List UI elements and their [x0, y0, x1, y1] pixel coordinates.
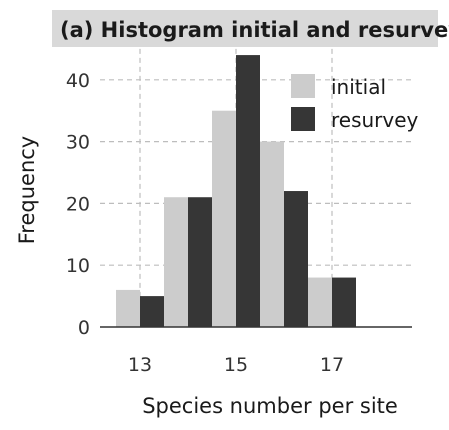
bar-resurvey — [140, 296, 164, 327]
title-band — [52, 10, 438, 47]
legend-swatch-initial — [291, 74, 315, 98]
bar-initial — [212, 110, 236, 327]
bar-resurvey — [236, 55, 260, 327]
chart-title: (a) Histogram initial and resurvey — [60, 18, 449, 42]
y-tick-label: 40 — [66, 70, 90, 92]
y-tick-label: 0 — [78, 317, 90, 339]
bar-resurvey — [188, 197, 212, 327]
bar-resurvey — [332, 277, 356, 327]
bar-resurvey — [284, 191, 308, 327]
y-tick-label: 20 — [66, 193, 90, 215]
legend-swatch-resurvey — [291, 107, 315, 131]
y-axis-label: Frequency — [15, 136, 39, 245]
axes: 0 10 20 30 40 13 15 17 — [66, 70, 412, 376]
x-tick-label: 17 — [320, 354, 344, 376]
legend-label-initial: initial — [331, 75, 386, 99]
bar-initial — [116, 289, 140, 327]
bars — [116, 55, 356, 327]
y-tick-label: 30 — [66, 132, 90, 154]
legend-label-resurvey: resurvey — [331, 108, 419, 132]
legend: initial resurvey — [291, 74, 419, 132]
x-tick-label: 15 — [224, 354, 248, 376]
x-tick-label: 13 — [128, 354, 152, 376]
bar-initial — [260, 141, 284, 327]
bar-initial — [164, 197, 188, 327]
x-axis-label: Species number per site — [142, 394, 398, 418]
y-tick-label: 10 — [66, 255, 90, 277]
bar-initial — [308, 277, 332, 327]
